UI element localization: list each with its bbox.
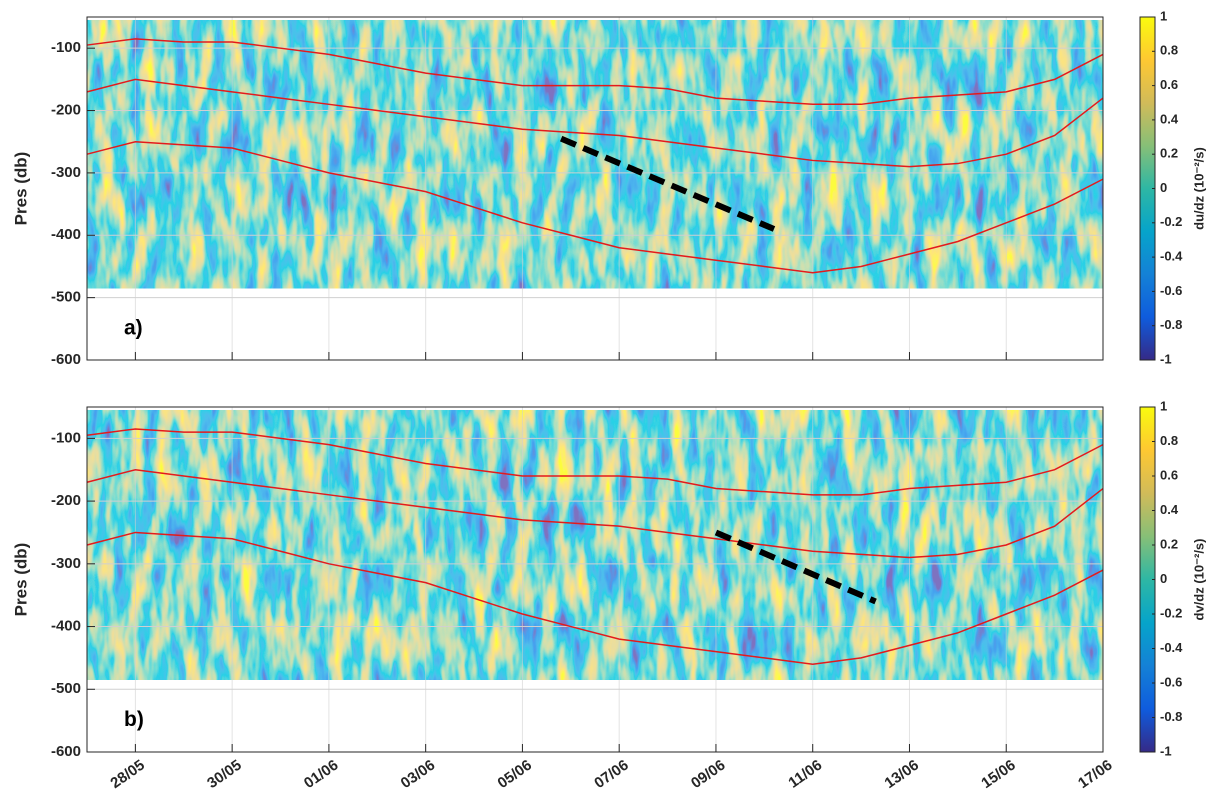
contour-line (86, 140, 1104, 274)
contour-line (86, 78, 1104, 168)
colorbar-tick-label: 0 (1160, 180, 1167, 195)
colorbar-tick-label: 0 (1160, 571, 1167, 586)
y-axis-label: Pres (db) (11, 543, 30, 617)
x-tick-label: 11/06 (785, 757, 825, 792)
colorbar-tick-label: 0.6 (1160, 77, 1178, 92)
colorbar-label: dv/dz (10⁻²/s) (1191, 539, 1206, 621)
colorbar-tick-label: -0.6 (1160, 674, 1182, 689)
x-tick-label: 03/06 (398, 757, 439, 792)
panel-label: a) (124, 316, 143, 339)
colorbar-tick-label: -0.4 (1160, 249, 1183, 264)
x-tick-label: 17/06 (1075, 757, 1116, 792)
colorbar-tick-label: -0.2 (1160, 605, 1182, 620)
y-tick-label: -600 (51, 351, 81, 368)
y-axis-label: Pres (db) (11, 152, 30, 226)
x-tick-label: 13/06 (882, 757, 923, 792)
colorbar-tick-label: -1 (1160, 351, 1172, 366)
trend-line (714, 529, 877, 605)
heatmap-field (87, 410, 1103, 680)
x-tick-label: 09/06 (688, 757, 729, 792)
colorbar-tick-label: -1 (1160, 743, 1172, 758)
y-tick-label: -100 (51, 429, 81, 446)
y-tick-label: -500 (51, 289, 81, 306)
colorbar-tick-label: -0.2 (1160, 214, 1182, 229)
plot-frame (86, 16, 1104, 361)
colorbar-tick-label: 0.2 (1160, 536, 1178, 551)
y-tick-label: -400 (51, 618, 81, 635)
y-tick-label: -300 (51, 164, 81, 181)
colorbar-label: du/dz (10⁻²/s) (1191, 147, 1206, 230)
y-tick-label: -400 (51, 226, 81, 243)
contour-line (86, 38, 1104, 106)
contour-line (86, 428, 1104, 496)
x-tick-label: 15/06 (978, 757, 1019, 792)
x-tick-label: 28/05 (107, 757, 148, 792)
y-tick-label: -300 (51, 555, 81, 572)
panel-label: b) (124, 708, 144, 731)
colorbar-tick-label: 0.6 (1160, 467, 1178, 482)
colorbar-tick-label: 0.4 (1160, 111, 1179, 126)
colorbar-tick-label: -0.4 (1160, 640, 1183, 655)
y-tick-label: -200 (51, 492, 81, 509)
y-tick-label: -100 (51, 39, 81, 56)
plot-frame (86, 406, 1104, 753)
x-tick-label: 05/06 (494, 757, 535, 792)
colorbar-tick-label: 0.2 (1160, 146, 1178, 161)
colorbar-tick-label: 0.8 (1160, 433, 1178, 448)
y-tick-label: -200 (51, 102, 81, 119)
trend-line (559, 135, 776, 232)
colorbar-tick-label: 0.4 (1160, 502, 1179, 517)
colorbar-tick-label: -0.8 (1160, 709, 1182, 724)
colorbar-tick-label: 1 (1160, 8, 1167, 23)
contour-line (86, 531, 1104, 665)
colorbar-tick-label: -0.8 (1160, 317, 1182, 332)
y-tick-label: -600 (51, 743, 81, 760)
x-tick-label: 01/06 (301, 757, 342, 792)
x-tick-label: 30/05 (204, 757, 245, 792)
x-tick-label: 07/06 (591, 757, 632, 792)
y-tick-label: -500 (51, 680, 81, 697)
colorbar-tick-label: -0.6 (1160, 283, 1182, 298)
contour-line (86, 468, 1104, 559)
colorbar-tick-label: 1 (1160, 398, 1167, 413)
colorbar-tick-label: 0.8 (1160, 43, 1178, 58)
